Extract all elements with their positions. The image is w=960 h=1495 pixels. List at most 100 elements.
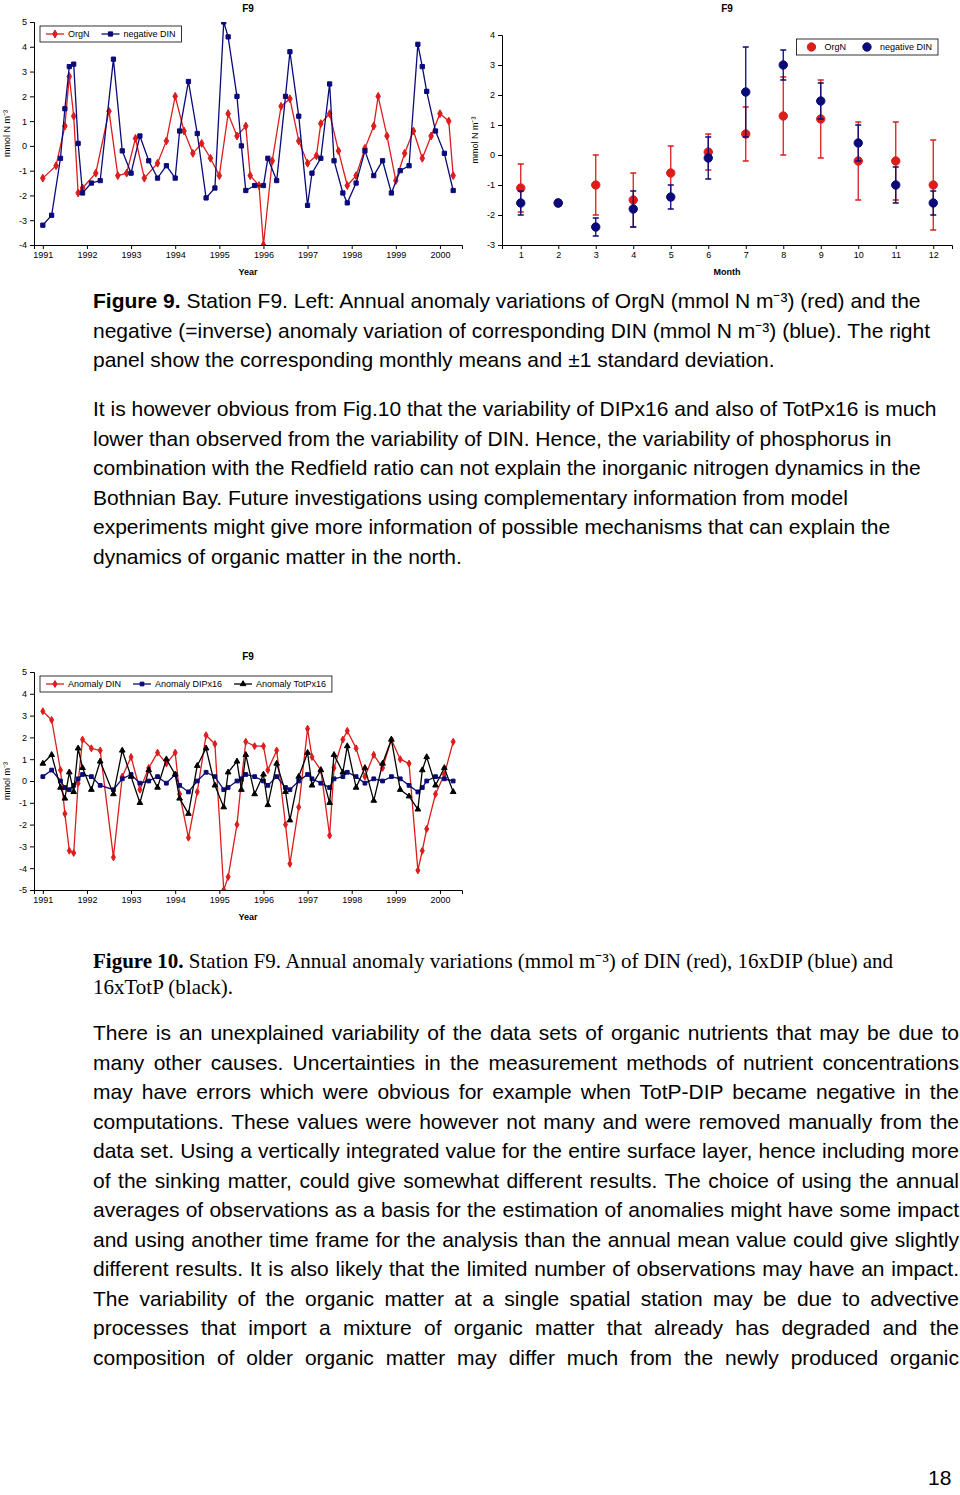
data-point: [120, 149, 124, 153]
x-tick-label: 5: [669, 250, 674, 260]
x-tick-label: 11: [892, 250, 901, 260]
data-point: [156, 775, 160, 779]
x-tick: 1996: [254, 890, 274, 905]
y-tick-label: 1: [22, 755, 27, 765]
legend-label: OrgN: [68, 29, 90, 39]
legend-item: negative DIN: [863, 42, 932, 52]
y-tick: 3: [22, 711, 34, 721]
data-point: [234, 758, 240, 763]
x-tick-mark: [821, 245, 822, 249]
data-point: [332, 159, 336, 163]
data-point: [266, 767, 270, 774]
y-tick-mark: [498, 95, 502, 96]
data-point: [204, 196, 208, 200]
data-point: [344, 743, 350, 748]
legend-marker: [863, 43, 871, 51]
legend-item: negative DIN: [102, 29, 176, 39]
y-tick-mark: [30, 890, 34, 891]
series: [41, 768, 455, 794]
data-point: [419, 767, 425, 772]
y-tick: 4: [490, 30, 502, 40]
x-tick-mark: [858, 245, 859, 249]
legend-label: negative DIN: [124, 29, 176, 39]
x-tick: 1993: [122, 245, 142, 260]
y-tick: 0: [22, 776, 34, 786]
data-point: [309, 782, 315, 787]
legend-label: Anomaly TotPx16: [256, 679, 326, 689]
series: [40, 736, 456, 822]
data-point: [261, 241, 266, 245]
x-axis-line: [503, 246, 953, 250]
data-point: [186, 810, 192, 815]
y-tick-mark: [30, 803, 34, 804]
x-axis-line: [35, 891, 463, 895]
y-tick: 2: [490, 90, 502, 100]
data-point: [667, 193, 675, 201]
y-tick: -4: [19, 240, 34, 250]
data-point: [341, 191, 345, 195]
x-tick-mark: [440, 890, 441, 894]
data-point: [63, 810, 67, 817]
data-point: [372, 777, 376, 781]
legend-box: [40, 676, 332, 692]
y-tick: 3: [490, 60, 502, 70]
x-tick-label: 2000: [430, 895, 450, 905]
x-tick-label: 10: [854, 250, 864, 260]
data-point: [89, 786, 95, 791]
data-point: [407, 164, 411, 168]
data-point: [390, 775, 394, 779]
y-axis-line: [30, 23, 35, 246]
data-point: [212, 782, 218, 787]
x-tick: 1999: [386, 245, 406, 260]
data-point: [72, 62, 76, 66]
y-tick-mark: [30, 759, 34, 760]
data-point: [451, 188, 455, 192]
x-tick-mark: [219, 890, 220, 894]
data-point: [213, 186, 217, 190]
x-tick: 1997: [298, 890, 318, 905]
data-point: [62, 795, 68, 800]
data-point: [592, 223, 600, 231]
chart-title: F9: [721, 3, 733, 14]
x-tick-mark: [521, 245, 522, 249]
data-point: [305, 749, 311, 754]
data-point: [186, 834, 190, 841]
legend-marker: [108, 32, 112, 36]
data-point: [929, 181, 937, 189]
data-point: [129, 754, 133, 761]
data-point: [204, 770, 208, 774]
x-tick-mark: [263, 245, 264, 249]
data-point: [305, 159, 310, 167]
legend-label: Anomaly DIN: [68, 679, 121, 689]
data-point: [203, 745, 209, 750]
y-tick-mark: [498, 155, 502, 156]
data-point: [287, 817, 293, 822]
y-tick-mark: [30, 121, 34, 122]
data-point: [164, 756, 170, 761]
data-point: [81, 773, 85, 777]
data-point: [244, 188, 248, 192]
legend-box: [40, 26, 182, 42]
legend: OrgNnegative DIN: [796, 39, 938, 55]
y-tick: -1: [487, 180, 502, 190]
x-tick-label: 9: [819, 250, 824, 260]
data-point: [248, 172, 253, 180]
data-point: [380, 159, 384, 163]
data-point: [345, 727, 349, 734]
x-tick-mark: [219, 245, 220, 249]
y-tick-label: 3: [22, 67, 27, 77]
data-point: [41, 223, 45, 227]
y-tick-label: -2: [19, 820, 27, 830]
x-tick-label: 1993: [122, 895, 142, 905]
x-tick-label: 1998: [342, 895, 362, 905]
data-point: [318, 767, 324, 772]
data-point: [425, 779, 429, 783]
data-point: [372, 174, 376, 178]
y-tick-label: -3: [19, 216, 27, 226]
y-tick: -1: [19, 166, 34, 176]
y-tick-mark: [30, 146, 34, 147]
y-tick-label: 1: [22, 116, 27, 126]
page-number: 18: [928, 1466, 951, 1490]
x-tick: 7: [744, 245, 749, 260]
y-tick: -3: [19, 842, 34, 852]
